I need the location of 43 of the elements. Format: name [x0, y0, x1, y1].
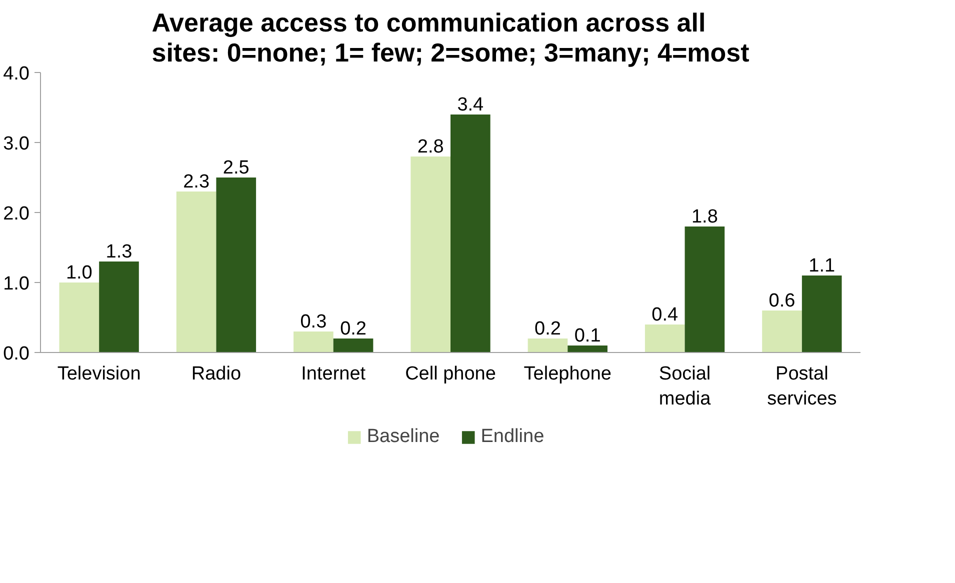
x-tick-label: Telephone [524, 364, 612, 384]
bar [802, 276, 842, 352]
data-label: 3.4 [457, 94, 484, 116]
x-tick-label: Internet [301, 364, 366, 384]
bar [568, 346, 608, 352]
bar [59, 282, 100, 352]
data-label: 0.3 [300, 312, 327, 332]
bar [294, 332, 334, 352]
x-tick-label: Television [57, 364, 141, 384]
data-label: 2.3 [183, 172, 210, 192]
y-tick-label: 4.0 [3, 64, 30, 84]
data-label: 1.8 [691, 206, 718, 228]
data-label: 0.6 [768, 290, 796, 312]
bar [216, 178, 256, 352]
bar [176, 192, 216, 352]
bar [99, 262, 139, 352]
data-label: 0.1 [574, 326, 601, 346]
bar [410, 156, 450, 352]
data-label: 1.1 [808, 256, 836, 276]
y-tick-label: 1.0 [3, 274, 30, 294]
data-label: 1.0 [66, 262, 92, 284]
y-tick-label: 2.0 [3, 204, 30, 224]
legend-label: Baseline [366, 426, 440, 448]
data-label: 2.5 [222, 158, 250, 178]
y-tick-label: 0.0 [3, 344, 30, 364]
y-tick-label: 3.0 [3, 134, 30, 154]
bar [333, 338, 374, 352]
data-label: 0.2 [534, 318, 561, 340]
x-tick-label: Cell phone [405, 364, 496, 384]
bar [684, 226, 725, 352]
legend-label: Endline [480, 426, 544, 448]
bar [450, 114, 490, 352]
bar [528, 338, 568, 352]
bar [762, 310, 802, 352]
chart-title: Average access to communication across all sites: 0=none; 1= few; 2=some; 3=many; 4=most [152, 8, 750, 68]
x-tick-label: Social media [658, 364, 712, 410]
data-label: 2.8 [417, 136, 444, 158]
data-label: 0.2 [340, 318, 366, 340]
x-tick-label: Radio [191, 364, 242, 384]
x-tick-label: Postal services [767, 364, 837, 410]
data-label: 0.4 [652, 304, 679, 326]
data-label: 1.3 [106, 242, 132, 262]
bar [644, 324, 685, 352]
